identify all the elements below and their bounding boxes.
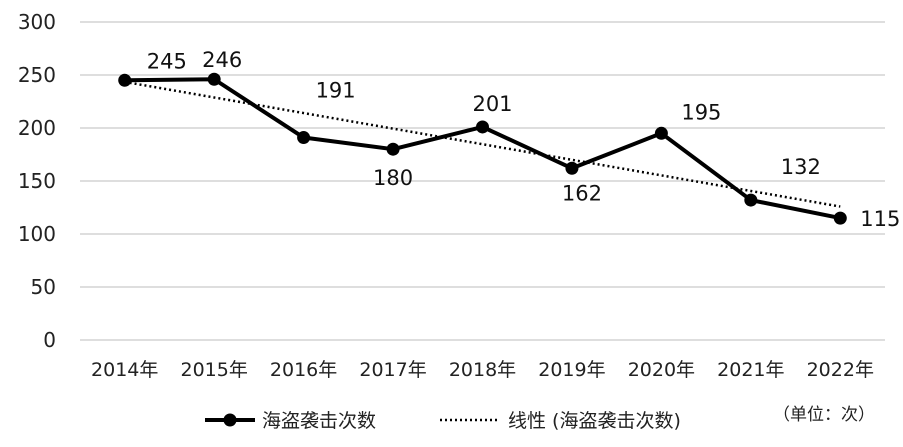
x-tick-label: 2021年 <box>717 359 784 381</box>
data-label: 246 <box>202 48 242 72</box>
data-label: 191 <box>316 79 356 103</box>
legend-point-marker <box>223 413 237 427</box>
data-point <box>297 131 311 145</box>
data-point <box>744 193 758 207</box>
y-tick-label: 150 <box>18 169 56 193</box>
y-tick-label: 200 <box>18 116 56 140</box>
data-label: 115 <box>860 207 900 231</box>
x-tick-label: 2020年 <box>628 359 695 381</box>
y-tick-label: 50 <box>31 275 56 299</box>
y-tick-label: 0 <box>43 328 56 352</box>
data-point <box>386 142 400 156</box>
data-label: 162 <box>562 181 602 205</box>
x-tick-label: 2016年 <box>270 359 337 381</box>
y-tick-label: 300 <box>18 10 56 34</box>
unit-note: （单位：次） <box>773 405 875 425</box>
data-label: 245 <box>147 49 187 73</box>
x-tick-label: 2022年 <box>807 359 874 381</box>
x-tick-label: 2017年 <box>359 359 426 381</box>
legend-label: 海盗袭击次数 <box>262 410 376 432</box>
x-tick-label: 2018年 <box>449 359 516 381</box>
data-point <box>207 72 221 86</box>
data-point <box>565 161 579 175</box>
y-tick-label: 100 <box>18 222 56 246</box>
data-label: 195 <box>681 100 721 124</box>
data-point <box>654 126 668 140</box>
data-point <box>833 211 847 225</box>
trendline-series <box>124 80 841 208</box>
data-point <box>476 120 489 134</box>
data-label: 201 <box>472 92 512 116</box>
data-label: 180 <box>373 166 413 190</box>
x-tick-label: 2014年 <box>91 359 158 381</box>
x-tick-label: 2019年 <box>538 359 605 381</box>
legend-label: 线性 (海盗袭击次数) <box>508 410 681 432</box>
data-point <box>118 73 132 87</box>
data-label: 132 <box>781 155 821 179</box>
y-tick-label: 250 <box>18 63 56 87</box>
x-tick-label: 2015年 <box>180 359 247 381</box>
